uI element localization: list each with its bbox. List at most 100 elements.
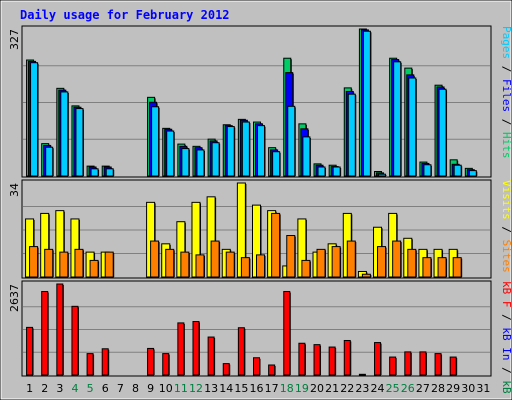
legend-entry-visits: Visits xyxy=(500,180,512,220)
panel-bottom: 2637 kB F / kB In / kB Out xyxy=(8,280,512,400)
x-label-28: 28 xyxy=(431,382,445,395)
bar-kb_f-10 xyxy=(162,353,170,376)
x-label-21: 21 xyxy=(325,382,339,395)
bar-sites-19 xyxy=(301,259,311,278)
bar-kb_f-22 xyxy=(343,339,351,376)
bar-pages-30 xyxy=(468,170,477,177)
bar-sites-10 xyxy=(165,248,175,278)
legend-top: Pages / Files / Hits xyxy=(500,26,512,159)
legend-entry-hits: Hits xyxy=(500,132,512,159)
legend-entry-sep1: / xyxy=(500,220,512,240)
bar-kb_f-19 xyxy=(298,342,306,376)
x-label-4: 4 xyxy=(71,382,78,395)
x-label-2: 2 xyxy=(41,382,48,395)
legend-bottom: kB F / kB In / kB Out xyxy=(500,281,512,400)
x-label-30: 30 xyxy=(461,382,475,395)
bar-kb_f-21 xyxy=(328,346,336,376)
bar-kb_f-5 xyxy=(86,353,94,376)
bar-sites-3 xyxy=(59,251,69,278)
bar-pages-16 xyxy=(257,125,265,177)
bar-kb_f-28 xyxy=(434,353,442,376)
x-label-26: 26 xyxy=(401,382,415,395)
bar-kb_f-25 xyxy=(389,356,397,376)
bar-sites-13 xyxy=(210,240,220,278)
bar-sites-29 xyxy=(452,257,462,278)
legend-entry-kb_f: kB F xyxy=(500,281,512,308)
x-label-25: 25 xyxy=(386,382,400,395)
x-label-19: 19 xyxy=(295,382,309,395)
bar-sites-21 xyxy=(331,246,341,278)
bar-pages-26 xyxy=(408,77,417,177)
bar-kb_f-2 xyxy=(41,290,49,376)
legend-entry-sites: Sites xyxy=(500,240,512,273)
bar-kb_f-15 xyxy=(237,327,245,376)
legend-entry-sep2: / xyxy=(500,361,512,381)
bar-sites-28 xyxy=(437,257,447,278)
bar-kb_f-26 xyxy=(404,351,412,376)
series-sites xyxy=(29,212,463,278)
x-label-22: 22 xyxy=(340,382,354,395)
bar-pages-1 xyxy=(30,62,39,177)
bar-pages-10 xyxy=(166,130,175,177)
bar-sites-17 xyxy=(271,212,281,278)
bar-kb_f-23 xyxy=(358,373,366,376)
x-label-6: 6 xyxy=(102,382,109,395)
bar-kb_f-9 xyxy=(147,347,155,376)
bar-sites-24 xyxy=(377,246,387,278)
bar-pages-6 xyxy=(105,168,114,177)
max-label-bottom: 2637 xyxy=(8,284,21,312)
bar-kb_f-1 xyxy=(26,326,34,376)
bar-sites-4 xyxy=(74,248,84,278)
x-label-18: 18 xyxy=(280,382,294,395)
bar-pages-17 xyxy=(272,151,281,177)
x-label-3: 3 xyxy=(56,382,63,395)
x-label-24: 24 xyxy=(371,382,385,395)
bar-kb_f-4 xyxy=(71,305,79,376)
bar-sites-22 xyxy=(346,240,356,278)
bar-kb_f-13 xyxy=(207,336,215,376)
bar-sites-1 xyxy=(29,246,39,278)
x-axis-labels: 1 2 3 4 5 6 7 8 9 10 11 12 13 14 15 16 17 18 19 20 21 22 23 24 2… xyxy=(26,382,490,395)
x-label-14: 14 xyxy=(219,382,233,395)
bar-kb_f-14 xyxy=(222,363,230,376)
bar-sites-23 xyxy=(361,273,371,278)
x-label-15: 15 xyxy=(234,382,248,395)
bar-kb_f-24 xyxy=(374,342,382,376)
legend-entry-sep1: / xyxy=(500,59,512,79)
bar-sites-9 xyxy=(150,240,160,278)
bar-sites-27 xyxy=(422,257,432,278)
x-label-12: 12 xyxy=(189,382,203,395)
panel-middle: 34 Visits / Sites xyxy=(8,179,512,279)
bar-pages-22 xyxy=(347,93,356,177)
x-label-9: 9 xyxy=(147,382,154,395)
bar-sites-2 xyxy=(44,248,54,278)
bar-pages-9 xyxy=(151,106,160,177)
bar-pages-25 xyxy=(393,61,402,177)
bar-pages-29 xyxy=(453,164,462,177)
bar-pages-2 xyxy=(45,146,54,177)
series-pages xyxy=(30,30,478,177)
x-label-10: 10 xyxy=(159,382,173,395)
bar-sites-20 xyxy=(316,248,326,278)
bar-kb_f-17 xyxy=(268,364,276,376)
bar-pages-27 xyxy=(423,164,432,177)
chart-title: Daily usage for February 2012 xyxy=(20,8,230,22)
x-label-5: 5 xyxy=(87,382,94,395)
bar-kb_f-18 xyxy=(283,290,291,376)
bar-sites-11 xyxy=(180,251,190,278)
bar-pages-24 xyxy=(378,173,387,177)
max-label-top: 327 xyxy=(8,29,21,50)
bar-kb_f-27 xyxy=(419,351,427,376)
bar-sites-25 xyxy=(392,240,402,278)
bar-kb_f-6 xyxy=(101,348,109,376)
series-kb_f xyxy=(26,283,458,376)
bar-sites-12 xyxy=(195,254,205,278)
x-label-20: 20 xyxy=(310,382,324,395)
bar-pages-4 xyxy=(75,108,84,177)
bar-kb_f-20 xyxy=(313,344,321,376)
legend-entry-pages: Pages xyxy=(500,26,512,59)
bar-pages-11 xyxy=(181,148,190,177)
x-label-23: 23 xyxy=(355,382,369,395)
